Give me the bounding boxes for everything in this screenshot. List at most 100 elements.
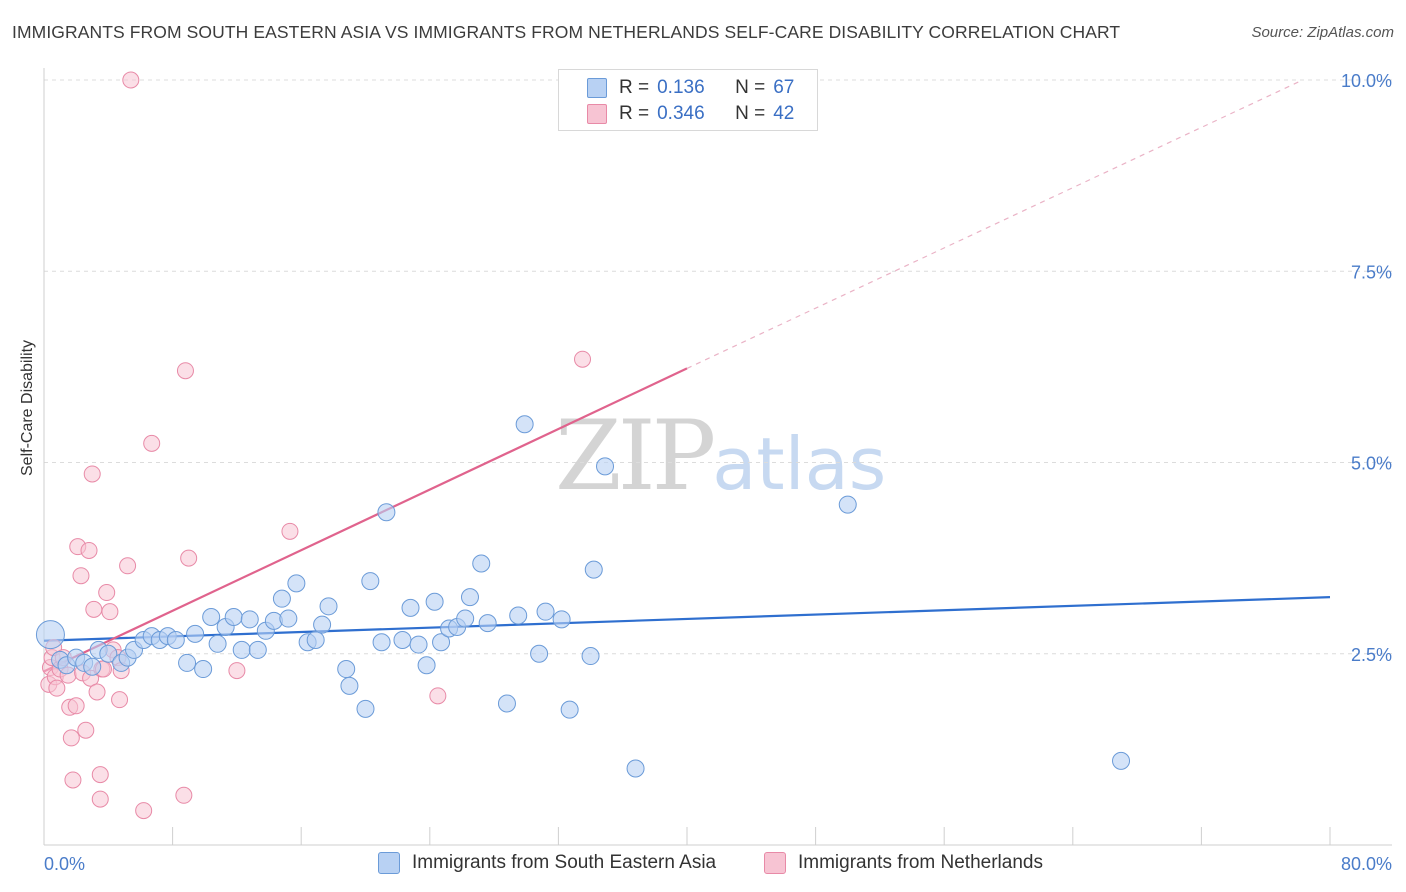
points-south-eastern-asia — [35, 415, 1131, 778]
point-netherlands — [143, 434, 161, 452]
trend-line-netherlands-extension — [686, 79, 1303, 369]
point-south-eastern-asia — [497, 694, 516, 713]
point-south-eastern-asia — [372, 633, 391, 652]
chart-title: IMMIGRANTS FROM SOUTH EASTERN ASIA VS IM… — [12, 22, 1121, 42]
point-south-eastern-asia — [472, 554, 491, 573]
point-netherlands — [98, 584, 116, 602]
point-south-eastern-asia — [515, 415, 534, 434]
point-south-eastern-asia — [178, 653, 197, 672]
point-south-eastern-asia — [272, 589, 291, 608]
legend-n-value-series2: 42 — [773, 103, 795, 124]
point-south-eastern-asia — [456, 609, 475, 628]
point-south-eastern-asia — [1112, 751, 1131, 770]
point-netherlands — [85, 600, 103, 618]
point-south-eastern-asia — [319, 597, 338, 616]
point-south-eastern-asia — [232, 640, 251, 659]
point-south-eastern-asia — [536, 602, 555, 621]
point-south-eastern-asia — [425, 592, 444, 611]
point-south-eastern-asia — [287, 574, 306, 593]
legend-r-label: R = — [619, 77, 650, 98]
watermark-atlas: atlas — [712, 422, 887, 506]
point-south-eastern-asia — [393, 630, 412, 649]
point-south-eastern-asia — [560, 700, 579, 719]
y-tick-label-3: 10.0% — [1341, 71, 1392, 91]
legend: R = 0.136 N = 67 R = 0.346 N = 42 — [558, 69, 818, 131]
point-south-eastern-asia — [279, 609, 298, 628]
point-south-eastern-asia — [432, 633, 451, 652]
watermark: ZIPatlas — [555, 400, 886, 512]
legend-n-value-series1: 67 — [773, 77, 795, 98]
legend-n-label: N = — [735, 77, 766, 98]
legend-row-series1: R = 0.136 N = 67 — [587, 76, 794, 100]
point-netherlands — [72, 567, 90, 585]
point-south-eastern-asia — [509, 606, 528, 625]
point-netherlands — [281, 522, 299, 540]
point-netherlands — [119, 557, 137, 575]
legend-row-series2: R = 0.346 N = 42 — [587, 102, 794, 126]
point-south-eastern-asia — [248, 640, 267, 659]
point-south-eastern-asia — [35, 620, 65, 650]
point-south-eastern-asia — [417, 656, 436, 675]
point-south-eastern-asia — [552, 610, 571, 629]
point-south-eastern-asia — [626, 759, 645, 778]
point-south-eastern-asia — [361, 572, 380, 591]
point-south-eastern-asia — [240, 610, 259, 629]
point-south-eastern-asia — [530, 644, 549, 663]
x-tick-label-min: 0.0% — [44, 854, 85, 874]
bottom-legend-swatch-blue — [378, 852, 400, 874]
point-south-eastern-asia — [306, 630, 325, 649]
point-south-eastern-asia — [99, 644, 118, 663]
legend-swatch-blue — [587, 78, 607, 98]
point-netherlands — [429, 687, 447, 705]
legend-n-label: N = — [735, 103, 766, 124]
point-south-eastern-asia — [581, 647, 600, 666]
tick-labels: 2.5% 5.0% 7.5% 10.0% 0.0% 80.0% — [44, 71, 1392, 874]
point-netherlands — [176, 362, 194, 380]
trend-line-netherlands — [43, 367, 688, 673]
bottom-legend-series2: Immigrants from Netherlands — [764, 852, 1043, 874]
point-netherlands — [111, 691, 129, 709]
point-south-eastern-asia — [460, 588, 479, 607]
point-south-eastern-asia — [313, 615, 332, 634]
point-netherlands — [48, 679, 66, 697]
bottom-legend-swatch-pink — [764, 852, 786, 874]
point-netherlands — [122, 71, 140, 89]
legend-r-value-series2: 0.346 — [657, 103, 705, 124]
x-tick-label-max: 80.0% — [1341, 854, 1392, 874]
point-netherlands — [228, 662, 246, 680]
point-netherlands — [64, 771, 82, 789]
point-south-eastern-asia — [401, 598, 420, 617]
point-netherlands — [135, 802, 153, 820]
point-netherlands — [574, 350, 592, 368]
gridlines — [44, 79, 1392, 655]
point-netherlands — [175, 786, 193, 804]
source-credit: Source: ZipAtlas.com — [1251, 24, 1394, 41]
point-south-eastern-asia — [584, 560, 603, 579]
point-netherlands — [83, 465, 101, 483]
point-netherlands — [62, 729, 80, 747]
y-tick-label-0: 2.5% — [1351, 645, 1392, 665]
point-south-eastern-asia — [596, 457, 615, 476]
point-netherlands — [77, 721, 95, 739]
bottom-legend-label-series2: Immigrants from Netherlands — [798, 852, 1043, 873]
point-south-eastern-asia — [194, 660, 213, 679]
point-south-eastern-asia — [202, 608, 221, 627]
legend-swatch-pink — [587, 104, 607, 124]
point-netherlands — [180, 549, 198, 567]
point-south-eastern-asia — [409, 635, 428, 654]
point-south-eastern-asia — [224, 608, 243, 627]
bottom-legend-label-series1: Immigrants from South Eastern Asia — [412, 852, 717, 873]
y-tick-label-1: 5.0% — [1351, 454, 1392, 474]
point-south-eastern-asia — [337, 660, 356, 679]
point-netherlands — [91, 790, 109, 808]
point-netherlands — [80, 541, 98, 559]
point-south-eastern-asia — [83, 657, 102, 676]
point-south-eastern-asia — [340, 676, 359, 695]
legend-r-value-series1: 0.136 — [657, 77, 705, 98]
point-netherlands — [91, 766, 109, 784]
bottom-legend-series1: Immigrants from South Eastern Asia — [378, 852, 716, 874]
y-tick-label-2: 7.5% — [1351, 262, 1392, 282]
point-south-eastern-asia — [377, 503, 396, 522]
point-netherlands — [88, 683, 106, 701]
